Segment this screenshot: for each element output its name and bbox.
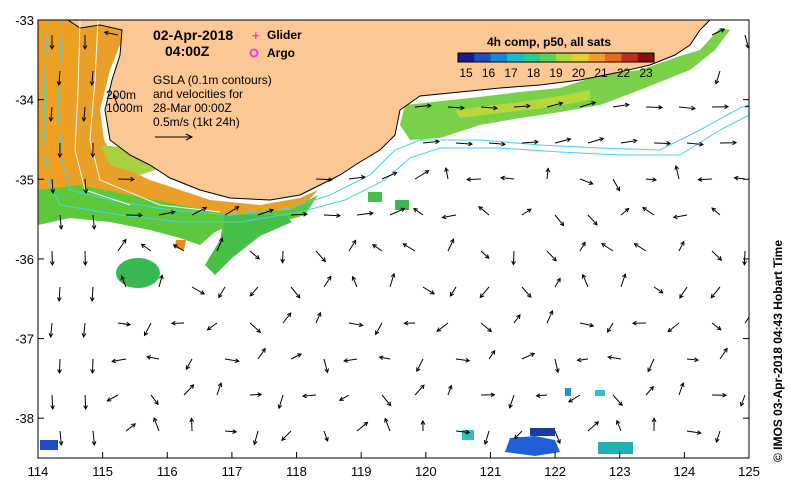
map-time: 04:00Z [165, 43, 210, 59]
colorbar-swatch [507, 53, 524, 62]
colorbar-swatch [621, 53, 638, 62]
gsla-note-line-2: and velocities for [153, 87, 243, 101]
x-tick-label: 117 [222, 464, 243, 479]
velocity-arrow-head [757, 103, 761, 107]
colorbar-tick-label: 16 [482, 66, 496, 80]
y-tick-label: -34 [15, 93, 34, 108]
glider-marker: + [252, 28, 260, 43]
x-tick-label: 121 [480, 464, 502, 479]
colorbar-swatch [458, 53, 475, 62]
gsla-note-line-3: 28-Mar 00:00Z [153, 101, 232, 115]
velocity-arrow [513, 251, 514, 265]
colorbar-swatch [491, 53, 508, 62]
colorbar-swatch [589, 53, 606, 62]
y-tick-label: -37 [15, 332, 34, 347]
velocity-arrow [654, 143, 670, 144]
colorbar-swatch [474, 53, 491, 62]
colorbar-swatch [605, 53, 622, 62]
velocity-arrow [59, 359, 60, 373]
colorbar [458, 53, 655, 62]
argo-label: Argo [267, 46, 295, 60]
colorbar-tick-label: 19 [549, 66, 563, 80]
colorbar-tick-label: 17 [504, 66, 518, 80]
velocity-arrow [92, 359, 93, 373]
x-tick-label: 116 [157, 464, 178, 479]
gsla-note-line-4: 0.5m/s (1kt 24h) [153, 115, 240, 129]
velocity-arrow [646, 107, 662, 108]
colorbar-swatch [540, 53, 557, 62]
colorbar-swatch [523, 53, 540, 62]
sst-patch-small-1 [368, 192, 382, 202]
sst-patch-south-blue-2 [530, 428, 555, 436]
colorbar-swatch [638, 53, 655, 62]
sst-patch-eddy [116, 258, 160, 288]
depth-label-200m: 200m [106, 88, 136, 102]
x-tick-label: 123 [609, 464, 631, 479]
colorbar-title: 4h comp, p50, all sats [487, 35, 611, 49]
x-tick-label: 125 [738, 464, 760, 479]
colorbar-ticks: 15 16 17 18 19 20 21 22 23 [459, 66, 653, 80]
velocity-arrow [744, 251, 745, 265]
depth-label-1000m: 1000m [106, 101, 143, 115]
y-tick-label: -36 [15, 252, 34, 267]
colorbar-swatch [556, 53, 573, 62]
colorbar-tick-label: 20 [572, 66, 586, 80]
x-tick-label: 124 [674, 464, 696, 479]
x-tick-label: 118 [286, 464, 307, 479]
colorbar-tick-label: 23 [639, 66, 653, 80]
credit-text: © IMOS 03-Apr-2018 04:43 Hobart Time [771, 240, 785, 462]
sst-patch-south-teal-3 [565, 388, 571, 396]
y-tick-label: -35 [15, 172, 34, 187]
sst-patch-south-teal [598, 442, 633, 454]
sst-patch-west-orange [38, 20, 75, 195]
gsla-note-line-1: GSLA (0.1m contours) [153, 73, 272, 87]
x-tick-label: 115 [92, 464, 113, 479]
glider-label: Glider [267, 28, 302, 42]
x-tick-label: 114 [28, 464, 49, 479]
x-tick-label: 120 [415, 464, 437, 479]
plot-area: + [38, 20, 761, 458]
sst-patch-southwest-blue [40, 440, 58, 450]
y-tick-label: -33 [15, 13, 34, 28]
colorbar-tick-label: 18 [527, 66, 541, 80]
y-tick-label: -38 [15, 411, 34, 426]
x-tick-label: 122 [544, 464, 566, 479]
colorbar-tick-label: 21 [594, 66, 608, 80]
x-tick-label: 119 [351, 464, 372, 479]
colorbar-swatch [572, 53, 589, 62]
sst-patch-south-teal-4 [595, 390, 605, 396]
map-date: 02-Apr-2018 [153, 27, 233, 43]
colorbar-tick-label: 15 [459, 66, 473, 80]
velocity-arrow [698, 179, 712, 180]
colorbar-tick-label: 22 [617, 66, 631, 80]
